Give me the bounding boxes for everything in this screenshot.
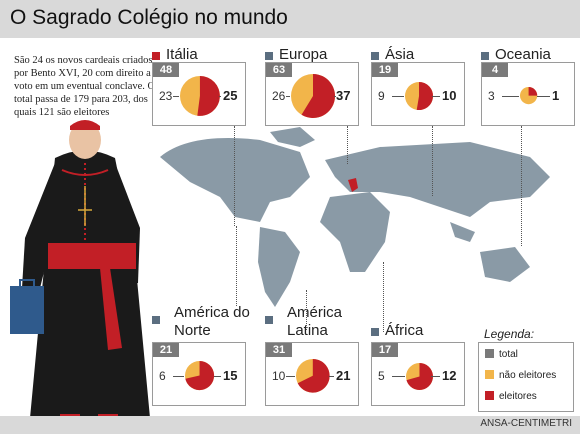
asia-pie-electors — [416, 81, 434, 111]
america-norte-pie-electors — [185, 361, 215, 391]
asia-tick-right — [432, 96, 440, 97]
footer-bar: ANSA-CENTIMETRI — [0, 416, 580, 434]
oceania-electors: 1 — [552, 88, 560, 103]
africa-pie — [405, 362, 433, 390]
europa-marker — [265, 52, 273, 60]
america-latina-non-voters: 10 — [272, 369, 286, 383]
legend-item-total: total — [485, 349, 518, 360]
oceania-label: Oceania — [495, 46, 551, 63]
italia-panel: 48 23 25 — [152, 62, 246, 126]
oceania-tick-left — [502, 96, 520, 97]
legend-swatch-total — [485, 349, 494, 358]
legend-label-non-voters: não eleitores — [499, 370, 557, 381]
legend: total não eleitores eleitores — [478, 342, 574, 412]
asia-tick-left — [392, 96, 404, 97]
america-norte-tick-left — [173, 376, 185, 377]
oceania-pie-electors — [528, 87, 538, 96]
europa-label: Europa — [279, 46, 328, 63]
connector-america-norte — [236, 226, 237, 306]
italia-label: Itália — [166, 46, 198, 63]
italia-electors: 25 — [223, 88, 238, 103]
africa-marker — [371, 328, 379, 336]
italia-pie — [180, 76, 220, 116]
america-latina-panel: 31 10 21 — [265, 342, 359, 406]
title-bar: O Sagrado Colégio no mundo — [0, 0, 580, 38]
legend-item-non-voters: não eleitores — [485, 370, 556, 381]
america-norte-total-badge: 21 — [153, 343, 179, 357]
europa-non-voters: 26 — [272, 89, 286, 103]
connector-italia — [234, 126, 235, 226]
europa-pie-electors — [301, 74, 335, 118]
america-norte-marker — [152, 316, 160, 324]
oceania-marker — [481, 52, 489, 60]
america-latina-label: América Latina — [287, 304, 343, 339]
africa-total-badge: 17 — [372, 343, 398, 357]
america-latina-total-badge: 31 — [266, 343, 292, 357]
america-latina-pie — [296, 359, 330, 393]
europa-electors: 37 — [336, 88, 351, 103]
asia-non-voters: 9 — [378, 89, 385, 103]
italia-total-badge: 48 — [153, 63, 179, 77]
oceania-total-badge: 4 — [482, 63, 508, 77]
oceania-tick-right — [536, 96, 550, 97]
cardinal-illustration — [10, 120, 150, 422]
legend-item-electors: eleitores — [485, 391, 537, 402]
africa-tick-left — [392, 376, 405, 377]
america-norte-pie — [185, 361, 215, 391]
asia-total-badge: 19 — [372, 63, 398, 77]
america-latina-marker — [265, 316, 273, 324]
connector-asia — [432, 126, 433, 196]
asia-marker — [371, 52, 379, 60]
asia-panel: 19 9 10 — [371, 62, 465, 126]
legend-title: Legenda: — [484, 327, 535, 341]
europa-total-badge: 63 — [266, 63, 292, 77]
legend-swatch-non-voters — [485, 370, 494, 379]
africa-tick-right — [431, 376, 440, 377]
oceania-panel: 4 3 1 — [481, 62, 575, 126]
asia-electors: 10 — [442, 88, 457, 103]
legend-label-electors: eleitores — [499, 391, 537, 402]
oceania-non-voters: 3 — [488, 89, 495, 103]
europa-panel: 63 26 37 — [265, 62, 359, 126]
italia-non-voters: 23 — [159, 89, 173, 103]
africa-electors: 12 — [442, 368, 457, 383]
america-norte-tick-right — [213, 376, 221, 377]
intro-text: São 24 os novos cardeais criados por Ben… — [14, 55, 156, 118]
america-latina-tick-left — [286, 376, 296, 377]
europa-tick-left — [286, 96, 290, 97]
america-norte-label: América do Norte — [174, 304, 250, 339]
italia-pie-electors — [197, 76, 220, 116]
africa-panel: 17 5 12 — [371, 342, 465, 406]
world-map — [160, 127, 550, 307]
asia-label: Ásia — [385, 46, 415, 63]
italia-marker — [152, 52, 160, 60]
connector-europa — [347, 126, 348, 164]
asia-pie — [404, 81, 434, 111]
america-latina-pie-electors — [297, 359, 330, 393]
page-title: O Sagrado Colégio no mundo — [10, 6, 288, 29]
africa-pie-electors — [406, 362, 433, 390]
europa-pie — [291, 74, 335, 118]
europa-tick-right — [334, 96, 336, 97]
legend-label-total: total — [499, 349, 518, 360]
america-latina-electors: 21 — [336, 368, 351, 383]
italia-tick-left — [173, 96, 180, 97]
italia-tick-right — [218, 96, 221, 97]
america-norte-electors: 15 — [223, 368, 238, 383]
italy-highlight — [348, 178, 358, 192]
america-latina-tick-right — [328, 376, 334, 377]
legend-swatch-electors — [485, 391, 494, 400]
africa-non-voters: 5 — [378, 369, 385, 383]
connector-africa — [383, 262, 384, 332]
america-norte-non-voters: 6 — [159, 369, 166, 383]
oceania-pie — [520, 87, 538, 105]
credit: ANSA-CENTIMETRI — [480, 418, 572, 429]
africa-label: África — [385, 322, 424, 339]
connector-oceania — [521, 126, 522, 246]
america-norte-panel: 21 6 15 — [152, 342, 246, 406]
connector-america-latina — [306, 290, 307, 330]
